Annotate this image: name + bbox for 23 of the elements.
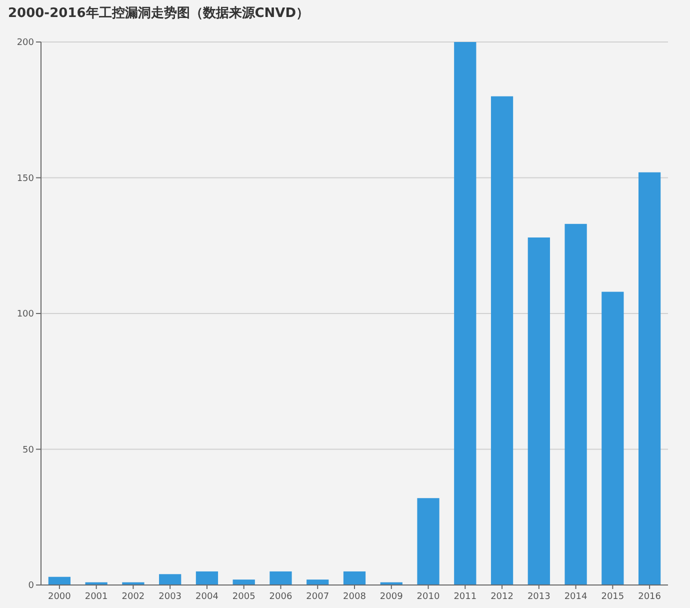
x-tick-label: 2015 [601,592,624,602]
y-tick-label: 200 [16,38,34,48]
y-tick-label: 0 [28,581,34,591]
x-tick-label: 2016 [638,592,662,602]
x-tick-label: 2011 [454,592,477,602]
y-tick-label: 50 [22,445,34,456]
x-tick-label: 2008 [343,592,366,602]
x-tick-label: 2013 [527,592,550,602]
x-tick-label: 2000 [48,592,72,602]
x-tick-label: 2002 [122,592,145,602]
x-tick-label: 2003 [158,592,182,602]
x-tick-label: 2014 [564,592,588,602]
x-tick-label: 2012 [490,592,514,602]
x-tick-label: 2006 [269,592,292,602]
x-tick-label: 2010 [416,592,440,602]
chart-title: 2000-2016年工控漏洞走势图（数据来源CNVD） [8,5,310,21]
x-tick-label: 2001 [84,592,108,602]
y-tick-label: 100 [16,310,34,320]
x-tick-label: 2007 [306,592,330,602]
x-tick-label: 2009 [380,592,404,602]
y-tick-label: 150 [16,174,34,184]
x-tick-label: 2004 [196,592,219,602]
x-tick-label: 2005 [232,592,256,602]
